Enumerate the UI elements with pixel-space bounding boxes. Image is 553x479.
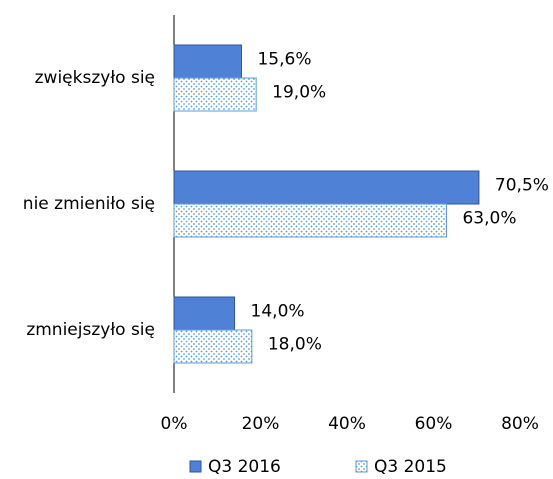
bar [173,296,236,331]
x-tick-label: 0% [161,414,188,434]
bar [173,170,480,205]
legend-label: Q3 2015 [374,457,447,477]
x-tick-label: 80% [501,414,539,434]
value-label: 15,6% [257,50,311,70]
value-label: 70,5% [495,176,549,196]
bar [173,203,447,238]
value-label: 63,0% [462,209,516,229]
category-label: zwiększyło się [35,68,155,88]
x-tick-label: 20% [242,414,280,434]
legend-label: Q3 2016 [208,457,281,477]
legend-marker [355,460,368,473]
value-label: 18,0% [268,335,322,355]
x-tick-label: 40% [328,414,366,434]
bar [173,329,253,364]
legend-marker [189,460,202,473]
value-label: 14,0% [251,302,305,322]
category-label: nie zmieniło się [23,194,155,214]
x-tick-label: 60% [415,414,453,434]
bar [173,77,257,112]
category-label: zmniejszyło się [26,320,155,340]
bar [173,44,242,79]
value-label: 19,0% [272,83,326,103]
